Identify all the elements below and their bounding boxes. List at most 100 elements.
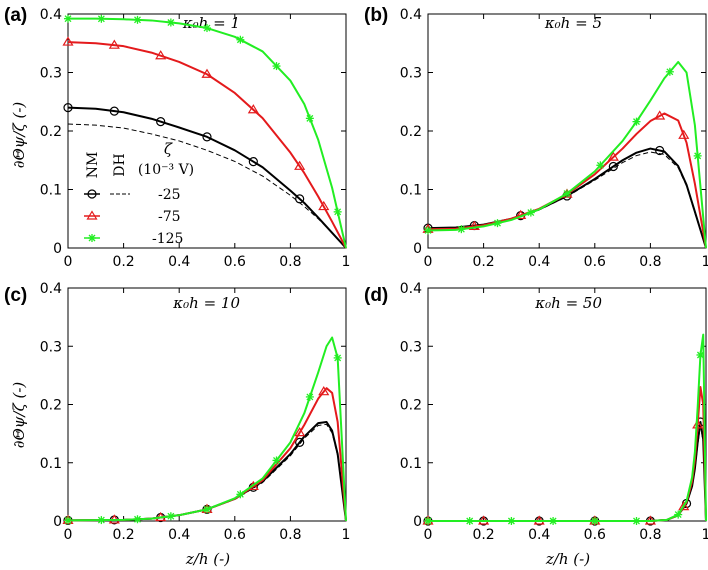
marker-asterisk-4 — [203, 505, 211, 514]
x-tick-label: 1 — [702, 527, 708, 543]
marker-triangle-2 — [155, 50, 167, 60]
marker-asterisk-7 — [665, 67, 674, 76]
marker-asterisk-0 — [424, 226, 432, 235]
x-tick-label: 1 — [342, 254, 351, 270]
marker-triangle-5 — [294, 426, 306, 437]
marker-asterisk-3 — [166, 512, 175, 521]
plot-frame — [67, 287, 347, 522]
x-tick-label: 0.6 — [584, 527, 606, 543]
nm-line-m125-3 — [427, 60, 707, 249]
y-tick-label: 0.3 — [40, 339, 62, 355]
y-tick-label: 0 — [53, 514, 62, 530]
x-tick-label: 1 — [342, 527, 351, 543]
x-tick-label: 0.8 — [639, 254, 661, 270]
y-tick-label: 0.3 — [400, 339, 422, 355]
marker-asterisk-0 — [424, 517, 432, 525]
y-tick-label: 0.2 — [40, 398, 62, 414]
plot-frame — [427, 13, 707, 249]
legend-entry-value-1: -25 — [158, 187, 181, 203]
marker-asterisk-5 — [632, 517, 641, 525]
y-tick-label: 0.4 — [400, 7, 422, 23]
y-tick-label: 0 — [413, 514, 422, 530]
x-tick-label: 0.4 — [528, 527, 550, 543]
marker-triangle-0 — [62, 36, 74, 46]
x-tick-label: 0.4 — [168, 527, 190, 543]
marker-asterisk-6 — [272, 62, 281, 71]
marker-triangle-6 — [318, 200, 330, 211]
panel-c-annotation: κ₀h = 10 — [172, 294, 240, 312]
marker-asterisk-2 — [493, 219, 502, 228]
marker-circle-5 — [295, 437, 305, 447]
marker-circle-2 — [156, 117, 166, 127]
y-tick-label: 0.3 — [40, 66, 62, 82]
marker-asterisk-3 — [526, 208, 535, 217]
marker-asterisk-2 — [133, 15, 142, 24]
x-tick-label: 0.2 — [472, 527, 494, 543]
y-tick-label: 0.1 — [40, 183, 62, 199]
marker-triangle-5 — [678, 500, 690, 511]
legend-entry-2: -75 — [84, 209, 181, 225]
x-tick-label: 0.6 — [224, 254, 246, 270]
y-tick-label: 0.2 — [40, 124, 62, 140]
x-tick-label: 0.6 — [224, 527, 246, 543]
panel-label-b: (b) — [364, 5, 388, 26]
marker-asterisk-1 — [97, 516, 106, 525]
marker-asterisk-0 — [64, 14, 72, 23]
panel-label-c: (c) — [4, 285, 27, 306]
nm-line-m75-2 — [67, 41, 347, 249]
legend-entry-value-2: -75 — [158, 209, 181, 225]
marker-circle-4 — [248, 157, 258, 167]
dh-line-m25-1 — [428, 424, 707, 522]
nm-line-m125-3 — [67, 336, 347, 522]
marker-triangle-6 — [678, 129, 690, 139]
marker-asterisk-5 — [596, 161, 605, 170]
marker-triangle-5 — [294, 160, 306, 170]
legend-entry-3: -125 — [84, 231, 183, 247]
x-tick-label: 0.8 — [279, 254, 301, 270]
x-tick-label: 0.6 — [584, 254, 606, 270]
marker-circle-1 — [109, 106, 119, 116]
legend-nm-label: NM — [85, 152, 101, 179]
marker-asterisk-2 — [507, 517, 516, 525]
panel-d: (d) κ₀h = 50 0 0.2 0.4 0.6 0.8 1 0 0.1 0.2 0.3 0.4 — [364, 281, 708, 543]
panel-c: (c) κ₀h = 10 0 0.2 0.4 0.6 0.8 1 0 0.1 0.2 0.3 0.4 — [4, 281, 350, 543]
x-tick-label: 0 — [64, 254, 73, 270]
x-axis-label-left: z/h (-) — [185, 550, 230, 568]
dh-line-m25-1 — [67, 123, 347, 249]
y-tick-label: 0.4 — [40, 7, 62, 23]
x-tick-label: 1 — [702, 254, 708, 270]
marker-asterisk-1 — [97, 14, 106, 23]
nm-line-m25-0 — [67, 106, 347, 249]
x-tick-label: 0.8 — [639, 527, 661, 543]
nm-line-m25-0 — [428, 420, 707, 522]
marker-triangle-4 — [247, 104, 259, 114]
y-tick-label: 0.1 — [400, 183, 422, 199]
marker-triangle-6 — [318, 386, 330, 396]
nm-line-m75-2 — [428, 386, 707, 522]
marker-asterisk-1 — [457, 225, 466, 234]
marker-asterisk-5 — [236, 35, 245, 44]
marker-triangle-4 — [607, 151, 619, 161]
marker-asterisk-8 — [333, 207, 342, 216]
x-tick-label: 0.8 — [279, 527, 301, 543]
y-tick-label: 0.3 — [400, 66, 422, 82]
y-tick-label: 0.1 — [40, 456, 62, 472]
plot-frame — [67, 13, 347, 249]
x-tick-label: 0 — [424, 254, 433, 270]
marker-asterisk-7 — [305, 114, 314, 123]
y-tick-label: 0.2 — [400, 398, 422, 414]
marker-asterisk-7 — [696, 350, 705, 359]
marker-asterisk-6 — [674, 510, 683, 519]
marker-asterisk-3 — [549, 517, 558, 525]
marker-triangle-6 — [692, 419, 704, 429]
panel-a: (a) κ₀h = 1 0 0.2 0.4 0.6 0.8 1 0 0.1 0.2 0.3 0.4 — [4, 5, 350, 270]
x-tick-label: 0 — [424, 527, 433, 543]
y-tick-label: 0.2 — [400, 124, 422, 140]
panel-label-d: (d) — [364, 285, 388, 306]
y-tick-label: 0 — [53, 241, 62, 257]
marker-asterisk-4 — [203, 24, 211, 33]
marker-asterisk-0 — [64, 516, 72, 525]
panel-d-annotation: κ₀h = 50 — [534, 294, 602, 312]
x-tick-label: 0.2 — [472, 254, 494, 270]
marker-circle-5 — [655, 145, 665, 156]
